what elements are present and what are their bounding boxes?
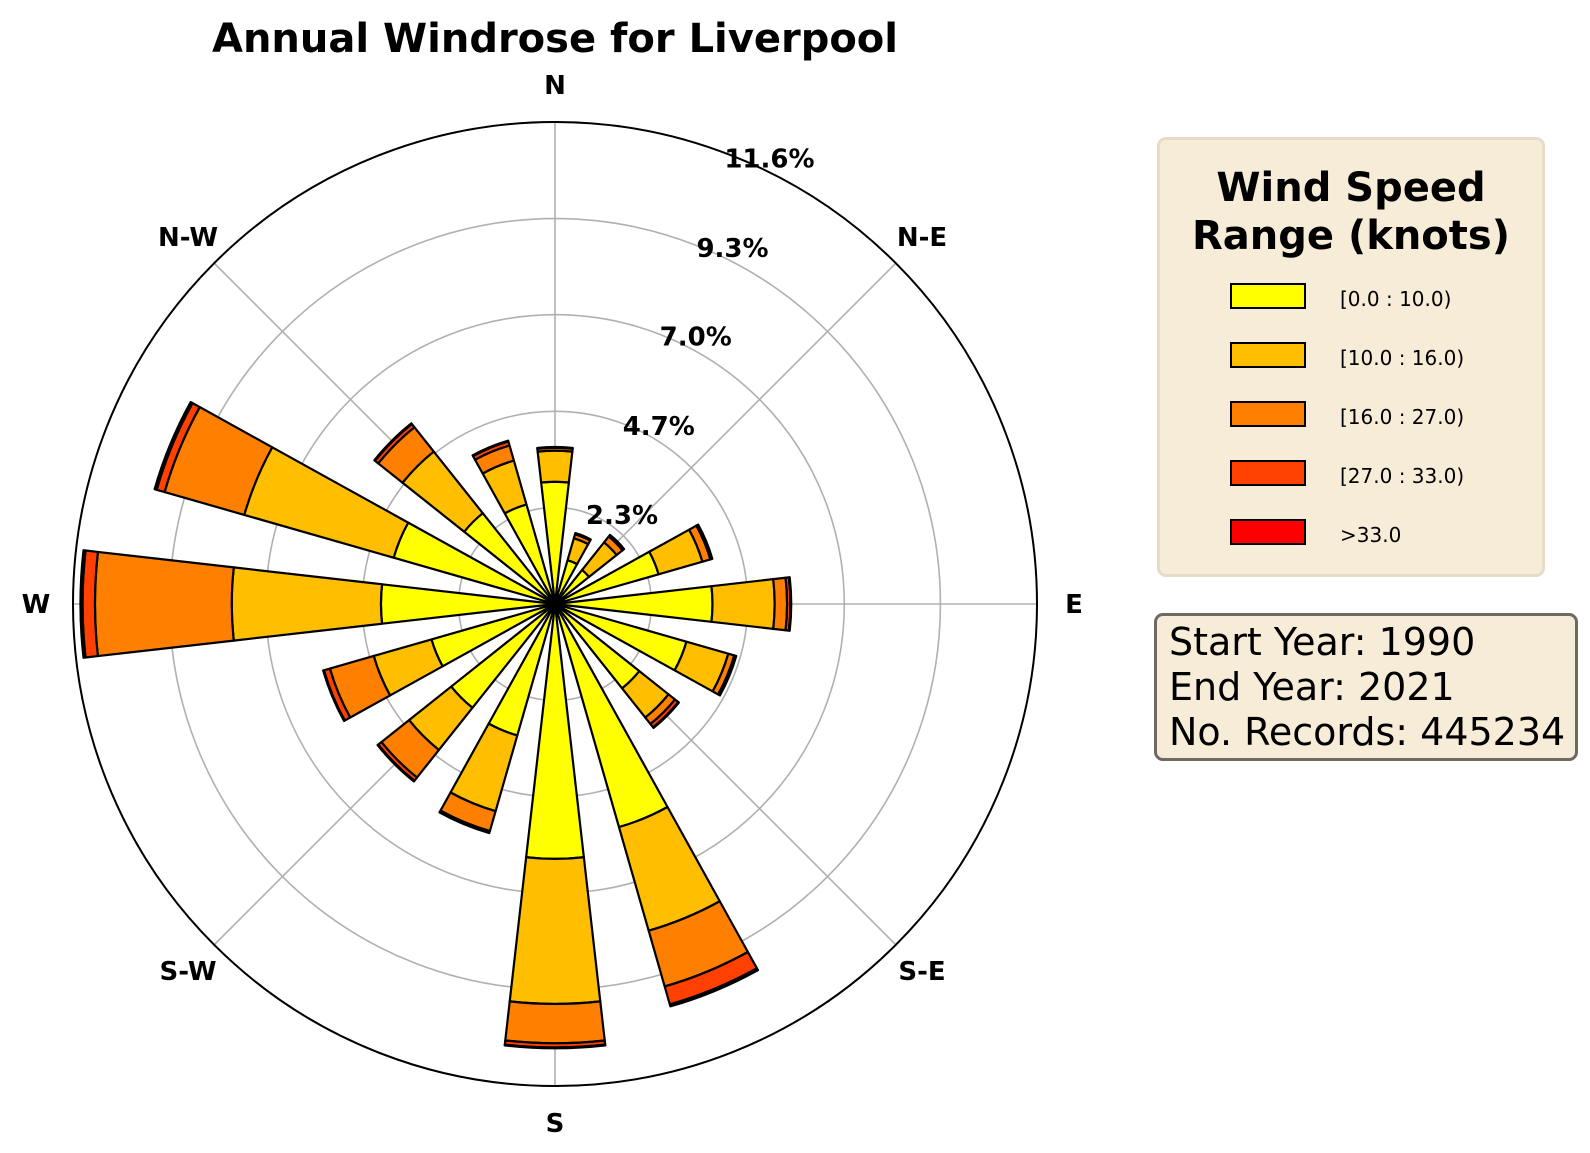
legend-item: [27.0 : 33.0) bbox=[1230, 460, 1530, 490]
windrose-bar-segment bbox=[153, 400, 194, 491]
windrose-bar-segment bbox=[787, 576, 793, 632]
legend-item: >33.0 bbox=[1230, 519, 1530, 549]
windrose-bar-segment bbox=[230, 566, 384, 642]
legend-item: [16.0 : 27.0) bbox=[1230, 401, 1530, 431]
direction-label: W bbox=[22, 590, 51, 620]
windrose-bar-segment bbox=[573, 531, 592, 542]
radial-tick-label: 11.6% bbox=[724, 145, 814, 175]
legend-swatch bbox=[1230, 460, 1306, 486]
direction-label: N-W bbox=[158, 223, 218, 253]
windrose-bar-segment bbox=[438, 809, 491, 835]
windrose-bar-segment bbox=[536, 449, 574, 484]
legend-title: Wind Speed Range (knots) bbox=[1160, 164, 1542, 260]
windrose-bar-segment bbox=[536, 445, 574, 450]
windrose-bar-segment bbox=[322, 669, 346, 723]
windrose-bar-segment bbox=[503, 1043, 607, 1050]
legend-label: [10.0 : 16.0) bbox=[1340, 346, 1465, 370]
chart-title: Annual Windrose for Liverpool bbox=[212, 16, 898, 62]
radial-tick-label: 4.7% bbox=[623, 412, 695, 442]
windrose-bar-segment bbox=[772, 576, 789, 632]
legend-swatch bbox=[1230, 401, 1306, 427]
windrose-bar-segment bbox=[504, 1000, 606, 1045]
windrose-bar-segment bbox=[717, 654, 738, 697]
windrose-bar-segment bbox=[710, 578, 776, 630]
direction-label: N bbox=[544, 71, 566, 101]
direction-label: S-W bbox=[159, 957, 216, 987]
direction-label: S bbox=[546, 1109, 565, 1139]
direction-label: S-E bbox=[898, 957, 945, 987]
legend-swatch bbox=[1230, 283, 1306, 309]
legend-swatch bbox=[1230, 342, 1306, 368]
info-box: Start Year: 1990 End Year: 2021 No. Reco… bbox=[1154, 613, 1578, 761]
windrose-bar-segment bbox=[93, 550, 235, 658]
radial-tick-label: 7.0% bbox=[660, 323, 732, 353]
outer-boundary bbox=[72, 121, 1038, 1087]
direction-label: E bbox=[1065, 590, 1083, 620]
legend-title-line1: Wind Speed bbox=[1216, 165, 1486, 211]
legend-item: [10.0 : 16.0) bbox=[1230, 342, 1530, 372]
windrose-bar-segment bbox=[471, 439, 510, 458]
radial-tick-label: 9.3% bbox=[696, 234, 768, 264]
windrose-bar-segment bbox=[607, 533, 626, 552]
legend-swatch bbox=[1230, 519, 1306, 545]
windrose-bar-segment bbox=[668, 967, 760, 1008]
legend-title-line2: Range (knots) bbox=[1191, 213, 1510, 259]
legend: Wind Speed Range (knots) [0.0 : 10.0) [1… bbox=[1157, 137, 1545, 577]
axis-labels: N N-E E S-E S S-W W N-W 2.3% 4.7% 7.0% 9.3% 11.6% bbox=[22, 71, 1083, 1139]
windrose-bar-segment bbox=[79, 549, 87, 659]
windrose-bars bbox=[79, 400, 793, 1050]
record-count: No. Records: 445234 bbox=[1169, 710, 1566, 754]
legend-label: [0.0 : 10.0) bbox=[1340, 287, 1452, 311]
start-year: Start Year: 1990 bbox=[1169, 620, 1476, 664]
windrose-bar-segment bbox=[373, 422, 413, 462]
windrose-bar-segment bbox=[651, 700, 681, 730]
direction-label: N-E bbox=[897, 223, 947, 253]
legend-label: [16.0 : 27.0) bbox=[1340, 405, 1465, 429]
windrose-bar-segment bbox=[695, 523, 714, 561]
windrose-bar-segment bbox=[508, 856, 602, 1006]
radial-tick-label: 2.3% bbox=[586, 501, 658, 531]
legend-item: [0.0 : 10.0) bbox=[1230, 283, 1530, 313]
legend-label: >33.0 bbox=[1340, 523, 1402, 547]
legend-label: [27.0 : 33.0) bbox=[1340, 464, 1465, 488]
end-year: End Year: 2021 bbox=[1169, 665, 1455, 709]
windrose-bar-segment bbox=[376, 743, 416, 783]
